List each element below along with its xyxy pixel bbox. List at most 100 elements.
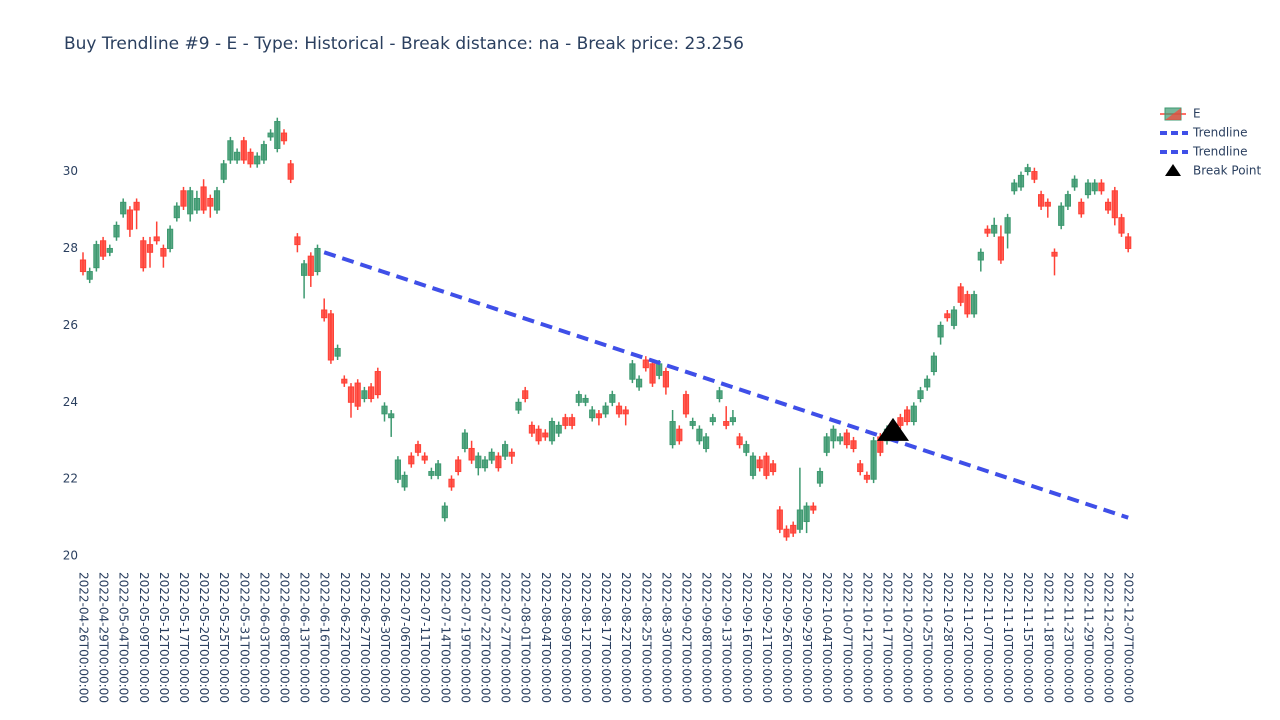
candle-body xyxy=(368,386,375,399)
x-tick-label: 2022-07-19T00:00:00 xyxy=(458,572,472,703)
candle-body xyxy=(388,413,395,419)
candle-body xyxy=(528,424,535,434)
candle-body xyxy=(535,428,542,442)
candle-body xyxy=(1105,201,1112,211)
candle-body xyxy=(1051,251,1058,257)
candle-body xyxy=(709,417,716,423)
candle-body xyxy=(897,417,904,426)
candle-body xyxy=(441,505,448,519)
candle-body xyxy=(917,390,924,399)
x-tick-label: 2022-08-04T00:00:00 xyxy=(539,572,553,703)
candle-body xyxy=(736,436,743,446)
legend-label: Break Point xyxy=(1193,164,1261,178)
candle-body xyxy=(401,474,408,488)
candle-body xyxy=(327,313,334,361)
candle-body xyxy=(515,401,522,411)
candle-body xyxy=(1031,171,1038,180)
candle-body xyxy=(910,405,917,423)
x-tick-label: 2022-11-15T00:00:00 xyxy=(1021,572,1035,703)
x-tick-label: 2022-08-25T00:00:00 xyxy=(639,572,653,703)
y-tick-label: 22 xyxy=(63,472,78,486)
x-tick-label: 2022-11-10T00:00:00 xyxy=(1001,572,1015,703)
candle-body xyxy=(1011,182,1018,192)
candle-body xyxy=(287,163,294,180)
candle-body xyxy=(361,390,368,399)
y-tick-label: 26 xyxy=(63,318,78,332)
x-tick-label: 2022-08-22T00:00:00 xyxy=(619,572,633,703)
candle-body xyxy=(495,455,502,469)
candle-body xyxy=(508,451,515,457)
candle-body xyxy=(870,440,877,480)
x-tick-label: 2022-08-30T00:00:00 xyxy=(659,572,673,703)
candle-body xyxy=(113,224,120,238)
break-point xyxy=(877,417,909,441)
candle-body xyxy=(100,240,107,257)
candle-body xyxy=(1084,182,1092,196)
y-tick-label: 30 xyxy=(63,164,78,178)
candle-body xyxy=(622,409,629,415)
x-tick-label: 2022-05-25T00:00:00 xyxy=(217,572,231,703)
legend-label: E xyxy=(1193,107,1201,121)
candle-body xyxy=(187,190,194,215)
x-tick-label: 2022-07-22T00:00:00 xyxy=(479,572,493,703)
x-tick-label: 2022-11-07T00:00:00 xyxy=(981,572,995,703)
candle-body xyxy=(1091,182,1098,192)
x-tick-label: 2022-10-04T00:00:00 xyxy=(820,572,834,703)
candle-body xyxy=(280,132,288,142)
x-tick-label: 2022-10-25T00:00:00 xyxy=(921,572,935,703)
x-tick-label: 2022-05-17T00:00:00 xyxy=(177,572,191,703)
x-tick-label: 2022-06-16T00:00:00 xyxy=(318,572,332,703)
legend-icon xyxy=(1165,164,1181,176)
candle-body xyxy=(167,228,174,249)
candle-body xyxy=(816,471,824,484)
candle-body xyxy=(227,140,234,161)
legend-label: Trendline xyxy=(1192,145,1248,159)
candle-body xyxy=(146,244,154,253)
candle-body xyxy=(106,247,113,253)
x-tick-label: 2022-06-03T00:00:00 xyxy=(257,572,271,703)
candle-body xyxy=(180,190,187,207)
candle-body xyxy=(502,444,509,457)
x-tick-label: 2022-09-16T00:00:00 xyxy=(740,572,754,703)
candle-body xyxy=(207,197,214,207)
legend-icon xyxy=(1165,108,1181,120)
x-tick-label: 2022-09-21T00:00:00 xyxy=(760,572,774,703)
candle-body xyxy=(796,509,803,530)
x-tick-label: 2022-07-06T00:00:00 xyxy=(398,572,412,703)
candle-body xyxy=(86,271,93,280)
candle-body xyxy=(783,528,790,538)
candle-body xyxy=(240,140,247,161)
x-tick-label: 2022-10-28T00:00:00 xyxy=(941,572,955,703)
candle-body xyxy=(428,471,435,476)
candle-body xyxy=(133,201,140,211)
candle-body xyxy=(314,247,321,273)
x-tick-label: 2022-09-26T00:00:00 xyxy=(780,572,794,703)
x-tick-label: 2022-05-20T00:00:00 xyxy=(197,572,211,703)
candle-body xyxy=(522,390,529,399)
candle-body xyxy=(716,390,723,399)
candle-body xyxy=(1038,194,1045,207)
candle-body xyxy=(341,378,348,384)
candle-body xyxy=(1078,201,1085,215)
candle-body xyxy=(803,505,810,523)
x-tick-label: 2022-11-18T00:00:00 xyxy=(1041,572,1055,703)
candle-body xyxy=(609,394,616,403)
candle-body xyxy=(756,459,763,469)
x-tick-label: 2022-12-02T00:00:00 xyxy=(1102,572,1116,703)
candle-body xyxy=(274,121,281,149)
candle-body xyxy=(850,440,857,449)
candle-body xyxy=(301,263,308,276)
candle-body xyxy=(562,417,569,426)
candle-body xyxy=(234,151,241,161)
x-tick-label: 2022-11-23T00:00:00 xyxy=(1061,572,1075,703)
candle-body xyxy=(977,251,984,261)
candle-body xyxy=(408,455,415,465)
x-tick-label: 2022-08-09T00:00:00 xyxy=(559,572,573,703)
x-tick-label: 2022-09-13T00:00:00 xyxy=(720,572,734,703)
candle-body xyxy=(1004,217,1011,234)
legend-label: Trendline xyxy=(1192,126,1248,140)
candle-body xyxy=(676,428,683,442)
x-tick-label: 2022-08-12T00:00:00 xyxy=(579,572,593,703)
candle-body xyxy=(749,455,757,476)
x-tick-label: 2022-07-11T00:00:00 xyxy=(418,572,432,703)
